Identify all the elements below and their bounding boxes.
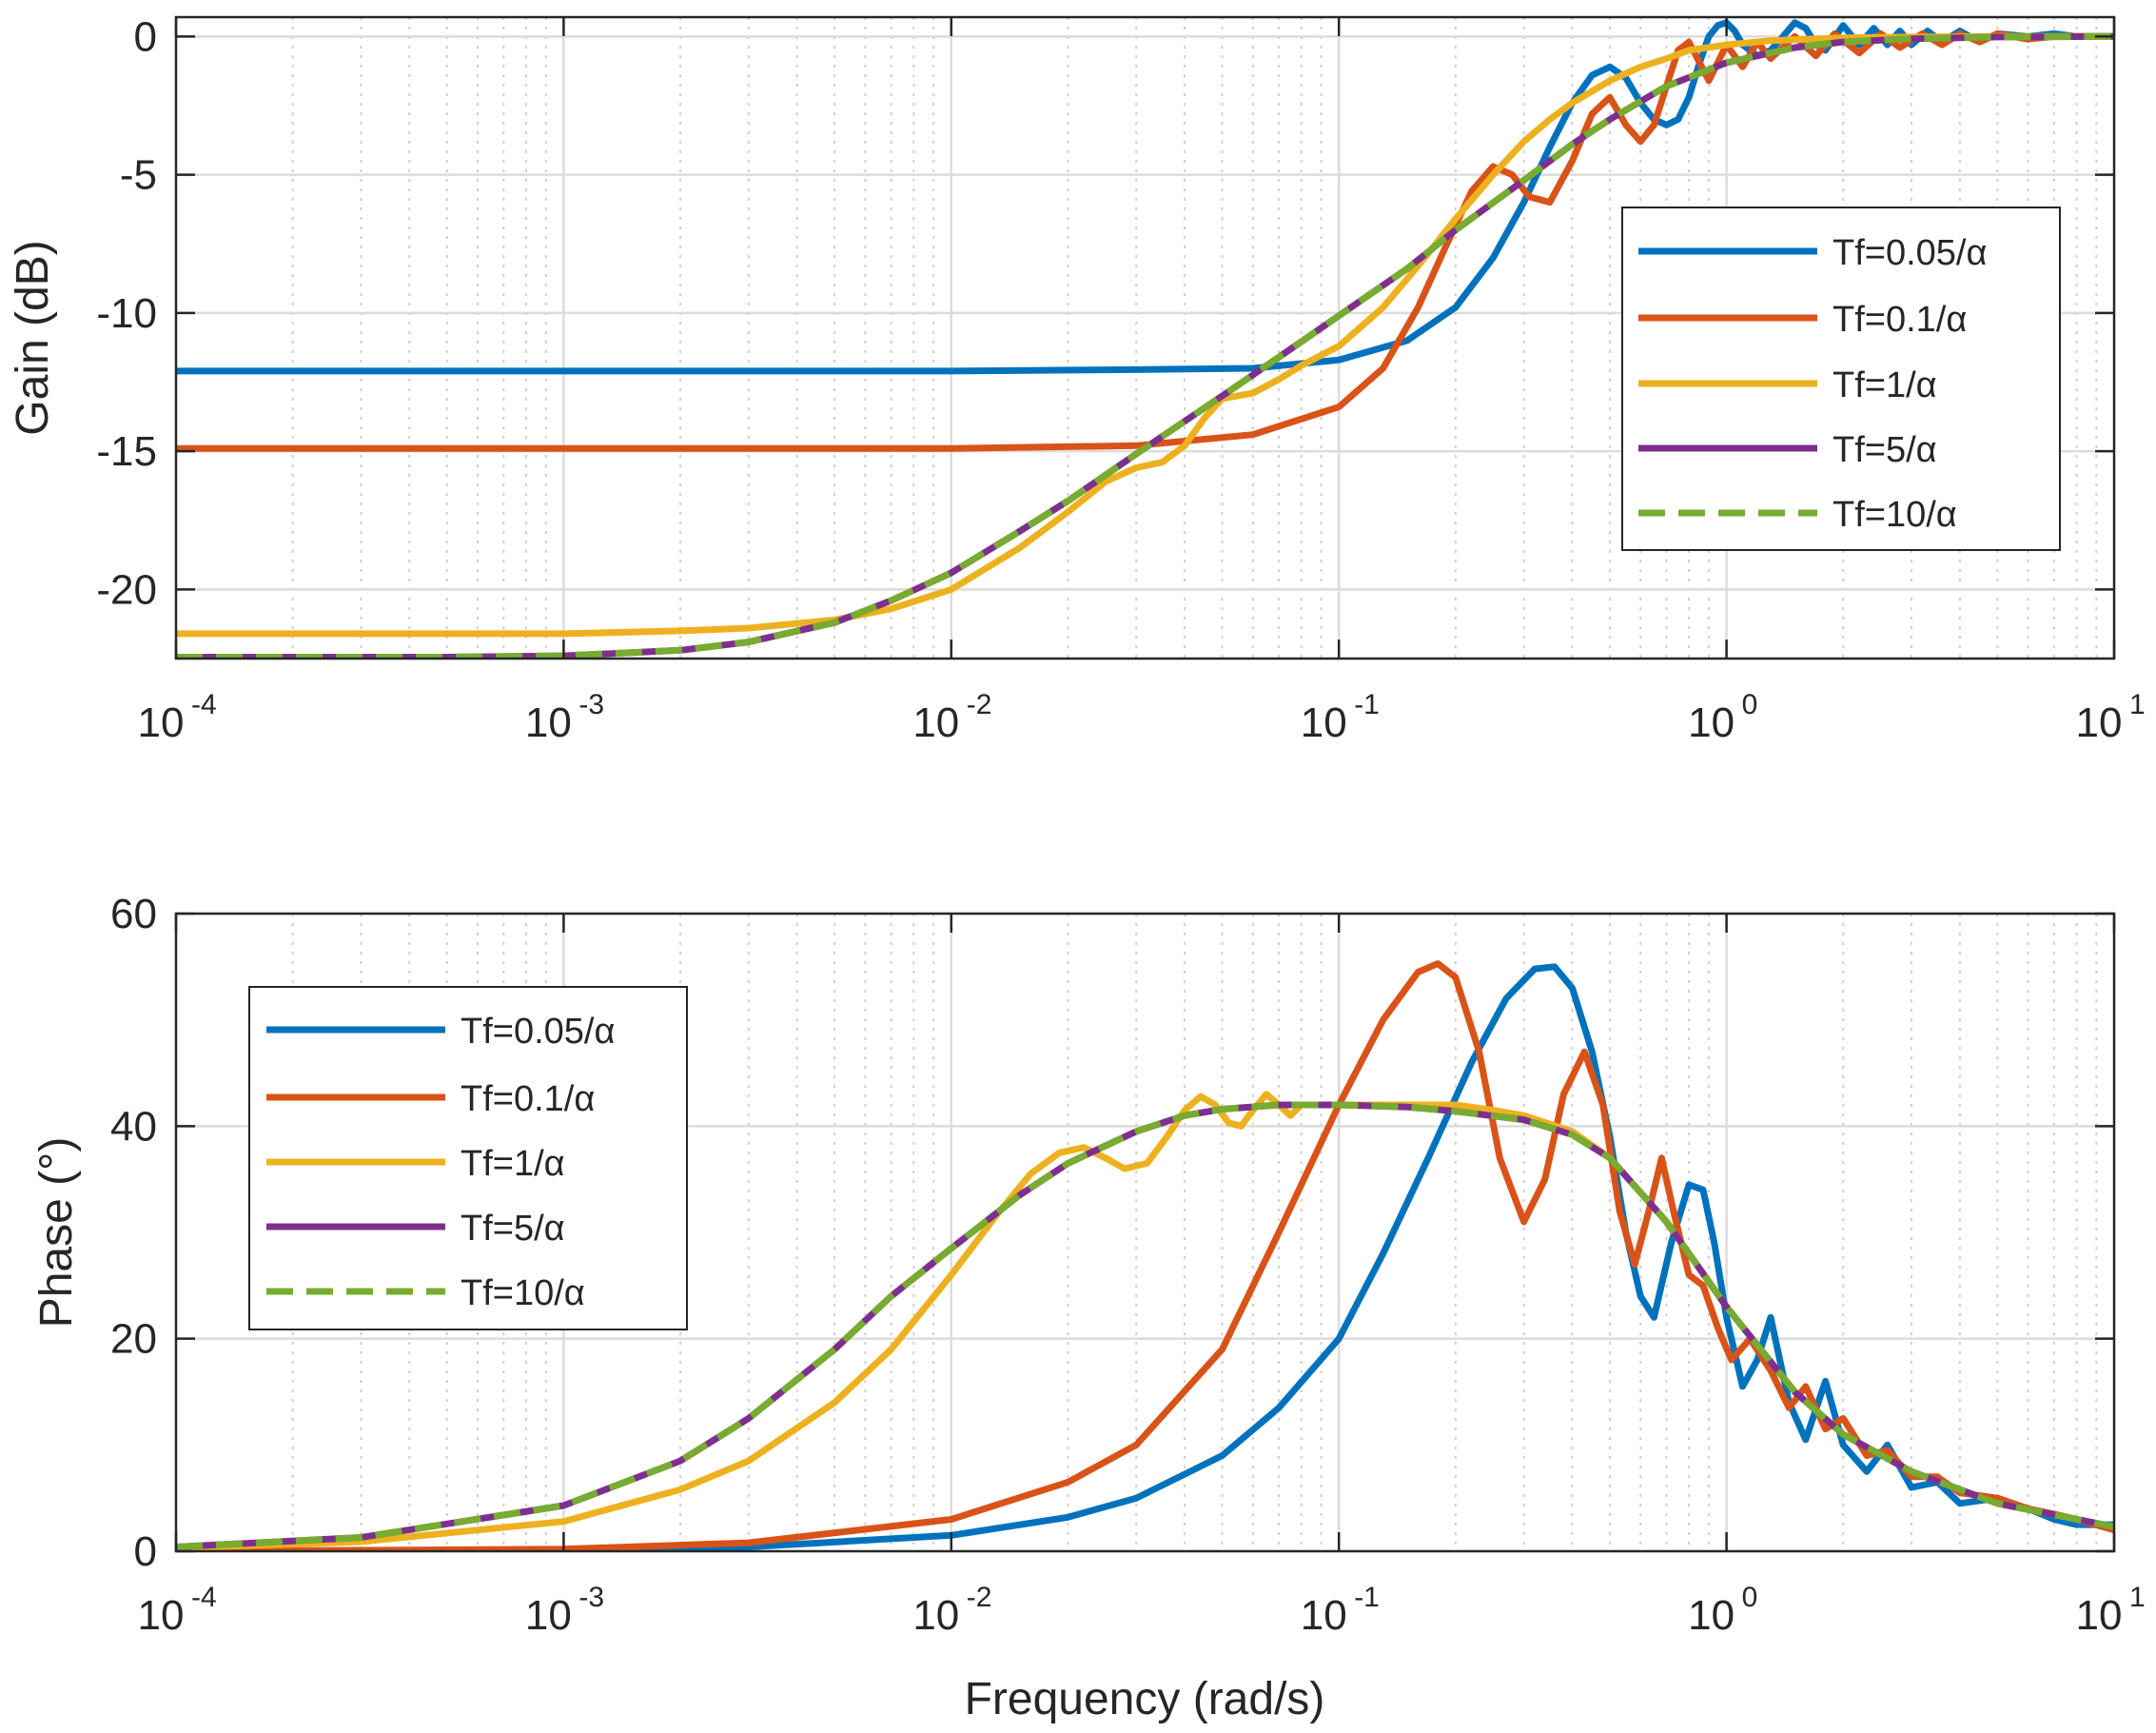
x-tick-label-exponent: -3 (578, 689, 604, 720)
phase-legend-entry: Tf=0.05/α (266, 1012, 615, 1052)
phase-series-line-0 (176, 963, 2114, 1551)
phase-legend-box (248, 986, 688, 1330)
gain-series-line-1 (176, 30, 2114, 452)
y-tick-label: 0 (134, 1528, 157, 1575)
phase-x-axis-label: Frequency (rad/s) (965, 1674, 1325, 1724)
y-tick-label: 60 (110, 891, 157, 937)
phase-x-tick-labels: 10 -4 10 -3 10 -2 10 -1 10 0 10 1 (138, 1582, 2146, 1639)
x-tick-label: 10 (1688, 1592, 1735, 1639)
phase-series-group (176, 960, 2114, 1551)
gain-legend-box (1621, 207, 2061, 551)
legend-label-tf-1: Tf=1/α (461, 1144, 565, 1184)
gain-legend: Tf=0.05/α Tf=0.1/α Tf=1/α Tf=5/α Tf=10/α (1621, 207, 2061, 551)
x-tick-label: 10 (1301, 1592, 1347, 1639)
y-tick-label: 40 (110, 1103, 157, 1150)
gain-series-line-0 (176, 19, 2114, 375)
phase-axes-frame (174, 912, 2116, 1553)
x-tick-label-exponent: -1 (1354, 689, 1380, 720)
gain-legend-entry: Tf=5/α (1638, 430, 1937, 470)
legend-label-tf-0-1: Tf=0.1/α (461, 1079, 595, 1119)
y-tick-label: 20 (110, 1316, 157, 1363)
legend-label-tf-5: Tf=5/α (1833, 430, 1937, 470)
gain-tick-marks (174, 17, 2116, 659)
x-tick-label: 10 (912, 1592, 959, 1639)
phase-y-tick-labels: 0 20 40 60 (110, 891, 157, 1575)
gain-series-group (176, 19, 2114, 659)
x-tick-label: 10 (912, 699, 959, 746)
x-tick-label: 10 (1688, 699, 1735, 746)
x-tick-label: 10 (525, 1592, 572, 1639)
y-tick-label: -15 (96, 428, 157, 475)
legend-label-tf-0-05: Tf=0.05/α (461, 1012, 615, 1052)
x-tick-label: 10 (525, 699, 572, 746)
phase-legend-entry: Tf=1/α (266, 1144, 565, 1184)
y-tick-label: 0 (134, 13, 157, 60)
x-tick-label-exponent: 1 (2129, 689, 2146, 720)
legend-label-tf-0-1: Tf=0.1/α (1833, 300, 1967, 340)
legend-label-tf-5: Tf=5/α (461, 1209, 565, 1249)
phase-series-line-3 (176, 1101, 2114, 1550)
gain-axes: 10 -4 10 -3 10 -2 10 -1 10 0 10 1 0-5-10-15-20 Gain… (8, 13, 2146, 746)
x-tick-label: 10 (138, 1592, 185, 1639)
phase-y-axis-label: Phase (°) (31, 1137, 82, 1329)
x-tick-label-exponent: 0 (1742, 689, 1758, 720)
gain-y-tick-labels: 0 -5 -10 -15 -20 (96, 13, 157, 613)
x-tick-label-exponent: -4 (191, 1582, 217, 1613)
gain-legend-entry: Tf=0.1/α (1638, 300, 1967, 340)
gain-x-tick-labels: 10 -4 10 -3 10 -2 10 -1 10 0 10 1 (138, 689, 2146, 746)
gain-legend-entry: Tf=0.05/α (1638, 233, 1987, 273)
gain-series-line-4 (176, 32, 2114, 659)
legend-label-tf-10: Tf=10/α (1833, 495, 1957, 535)
phase-tick-marks (174, 912, 2116, 1553)
x-tick-label-exponent: 0 (1742, 1582, 1758, 1613)
x-tick-label-exponent: -4 (191, 689, 217, 720)
legend-label-tf-0-05: Tf=0.05/α (1833, 233, 1987, 273)
x-tick-label: 10 (2076, 1592, 2123, 1639)
x-tick-label: 10 (1301, 699, 1347, 746)
y-tick-label: -20 (96, 566, 157, 613)
x-tick-label: 10 (138, 699, 185, 746)
legend-label-tf-10: Tf=10/α (461, 1273, 585, 1313)
gain-minor-grid (291, 17, 2098, 659)
legend-label-tf-1: Tf=1/α (1833, 365, 1937, 405)
gain-axes-frame (174, 15, 2116, 660)
phase-legend-entry: Tf=10/α (266, 1273, 585, 1313)
y-tick-label: -10 (96, 290, 157, 337)
x-tick-label: 10 (2076, 699, 2123, 746)
x-tick-label-exponent: -3 (578, 1582, 604, 1613)
x-tick-label-exponent: -2 (967, 1582, 992, 1613)
gain-legend-entry: Tf=1/α (1638, 365, 1937, 405)
x-tick-label-exponent: 1 (2129, 1582, 2146, 1613)
phase-legend-entry: Tf=5/α (266, 1209, 565, 1249)
x-tick-label-exponent: -1 (1354, 1582, 1380, 1613)
y-tick-label: -5 (120, 152, 157, 199)
gain-series-line-2 (176, 32, 2114, 638)
gain-y-axis-label: Gain (dB) (8, 240, 58, 435)
x-tick-label-exponent: -2 (967, 689, 992, 720)
phase-legend-entry: Tf=0.1/α (266, 1079, 595, 1119)
phase-legend: Tf=0.05/α Tf=0.1/α Tf=1/α Tf=5/α Tf=10/α (248, 986, 688, 1330)
gain-legend-entry: Tf=10/α (1638, 495, 1957, 535)
